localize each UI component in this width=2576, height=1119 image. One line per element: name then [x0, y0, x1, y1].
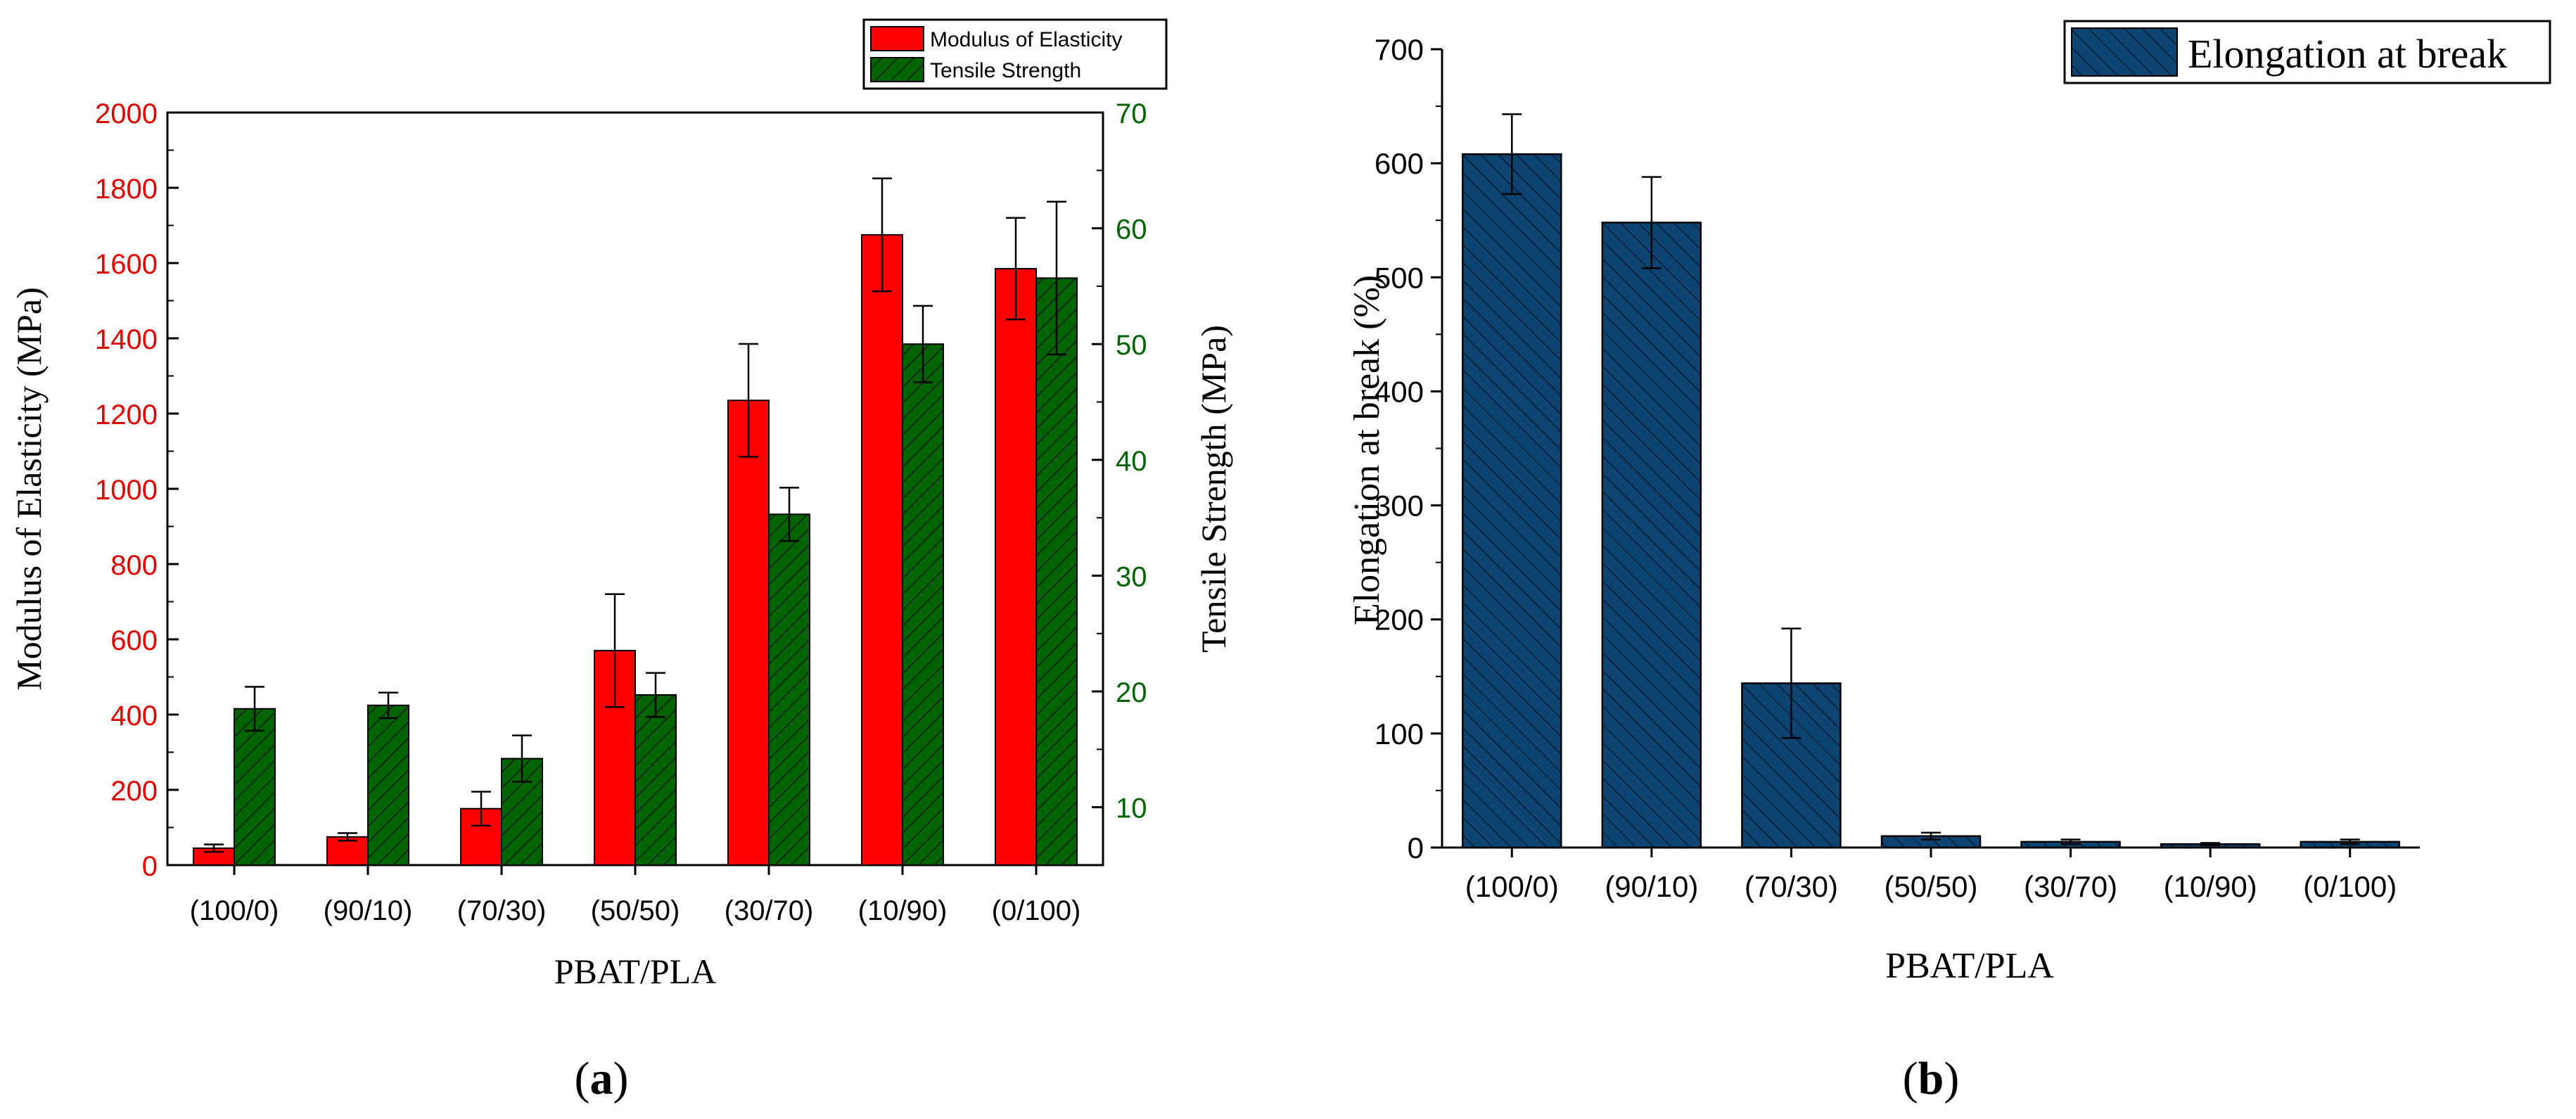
bar-tensile — [234, 708, 276, 866]
y-tick-label-left: 0 — [142, 851, 158, 882]
x-tick-label-b: (100/0) — [1465, 870, 1559, 903]
x-tick-label-a: (30/70) — [725, 895, 814, 926]
x-tick-label-b: (50/50) — [1884, 870, 1977, 903]
y-tick-label-right: 60 — [1116, 215, 1147, 245]
bar-modulus — [727, 399, 770, 866]
y-tick-label-b: 100 — [1375, 717, 1424, 750]
y-tick-label-left: 800 — [110, 550, 158, 581]
bar-elongation — [1462, 153, 1562, 849]
legend-swatch-elongation — [2071, 27, 2178, 77]
y-tick-label-left: 1000 — [95, 475, 158, 506]
panel-letter-b: b — [1918, 1053, 1944, 1104]
bar-tensile — [768, 513, 810, 866]
bar-tensile — [1035, 277, 1078, 866]
legend-a: Modulus of Elasticity Tensile Strength — [862, 18, 1168, 90]
x-tick-label-a: (10/90) — [858, 895, 948, 926]
legend-label-modulus: Modulus of Elasticity — [930, 28, 1122, 51]
legend-label-elongation: Elongation at break — [2188, 31, 2507, 77]
chart-panel-a: 0 200 400 600 800 1000 1200 1400 1600 1800 2000 10… — [9, 18, 1233, 1104]
y-tick-label-right: 40 — [1116, 446, 1147, 477]
y-tick-label-right: 70 — [1116, 98, 1147, 129]
x-tick-label-a: (0/100) — [992, 895, 1081, 926]
y-tick-label-right: 50 — [1116, 330, 1147, 361]
y-tick-label-b: 400 — [1375, 375, 1424, 408]
y-axis-label-b: Elongation at break (%) — [1347, 275, 1387, 625]
y-tick-label-left: 2000 — [95, 98, 158, 129]
panel-letter-a: a — [590, 1053, 613, 1104]
x-axis-label-b: PBAT/PLA — [1885, 946, 2054, 986]
bar-tensile — [902, 343, 944, 866]
bar-tensile — [635, 694, 677, 866]
x-axis-label-a: PBAT/PLA — [554, 952, 717, 991]
chart-panel-b: 0 100 200 300 400 500 600 700 (100/0) (90/10) (70… — [1347, 20, 2551, 1104]
y-axis-label-right: Tensile Strength (MPa) — [1194, 325, 1233, 653]
x-tick-label-a: (70/30) — [457, 895, 547, 926]
legend-b: Elongation at break — [2063, 20, 2551, 84]
y-tick-label-left: 400 — [110, 701, 158, 731]
x-tick-label-a: (50/50) — [591, 895, 680, 926]
bar-elongation — [1601, 222, 1702, 849]
y-tick-label-b: 300 — [1375, 490, 1424, 523]
panel-label-b: (b) — [1903, 1053, 1960, 1104]
y-tick-label-b: 700 — [1375, 33, 1424, 66]
y-tick-label-left: 1600 — [95, 249, 158, 280]
bar-modulus — [861, 234, 903, 866]
panel-label-a: (a) — [575, 1053, 629, 1104]
bar-tensile — [367, 704, 409, 866]
x-tick-label-b: (0/100) — [2303, 870, 2397, 903]
y-tick-label-left: 200 — [110, 776, 158, 807]
y-tick-label-b: 600 — [1375, 147, 1424, 180]
y-tick-label-left: 1400 — [95, 324, 158, 355]
bar-modulus — [995, 268, 1037, 866]
x-tick-label-a: (100/0) — [190, 895, 279, 926]
y-axis-label-left: Modulus of Elasticity (MPa) — [9, 287, 49, 691]
y-tick-label-right: 20 — [1116, 677, 1147, 708]
y-tick-label-right: 30 — [1116, 561, 1147, 592]
y-tick-label-b: 200 — [1375, 603, 1424, 637]
x-tick-label-a: (90/10) — [324, 895, 413, 926]
y-tick-label-b: 500 — [1375, 261, 1424, 294]
x-tick-label-b: (10/90) — [2164, 870, 2257, 903]
y-tick-label-b: 0 — [1408, 831, 1424, 864]
legend-swatch-tensile — [870, 57, 924, 82]
legend-swatch-modulus — [870, 26, 924, 51]
y-tick-label-left: 1800 — [95, 174, 158, 205]
y-tick-label-left: 600 — [110, 625, 158, 656]
legend-label-tensile: Tensile Strength — [930, 59, 1081, 82]
y-tick-label-left: 1200 — [95, 399, 158, 430]
x-tick-label-b: (90/10) — [1605, 870, 1698, 903]
x-tick-label-b: (30/70) — [2024, 870, 2117, 903]
x-tick-label-b: (70/30) — [1745, 870, 1838, 903]
y-tick-label-right: 10 — [1116, 793, 1147, 824]
